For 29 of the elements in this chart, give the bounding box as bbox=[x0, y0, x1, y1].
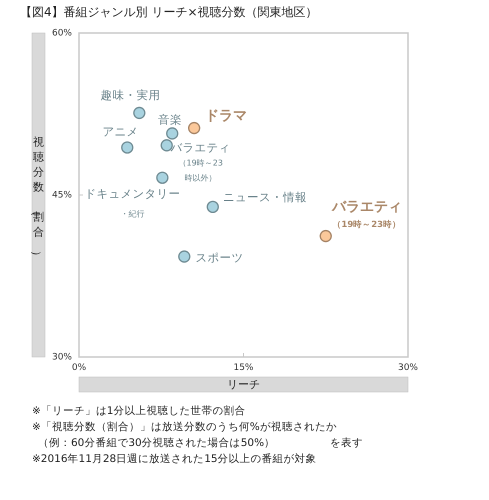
x-axis-title: リーチ bbox=[227, 378, 260, 391]
point bbox=[166, 127, 178, 140]
text: ※「リーチ」は1分以上視聴した世帯の割合 bbox=[32, 404, 246, 417]
annotation: アニメ bbox=[102, 124, 138, 139]
text: （例：60分番組で30分視聴された場合は50%） を表す bbox=[38, 436, 364, 449]
annotation: 音楽 bbox=[158, 112, 182, 127]
point bbox=[320, 230, 332, 242]
annotation: バラエティ（19時～23時） bbox=[330, 198, 402, 230]
chart-title: 【図4】番組ジャンル別 リーチ×視聴分数（関東地区） bbox=[20, 5, 318, 19]
x-tick-label: 15% bbox=[233, 363, 254, 373]
y-tick-label: 45% bbox=[52, 190, 72, 200]
annotation: 趣味・実用 bbox=[100, 88, 160, 102]
x-tick-label: 30% bbox=[398, 363, 418, 373]
annotation: ドキュメンタリー・紀行 bbox=[84, 186, 180, 219]
text: ※「視聴分数（割合）」は放送分数のうち何%が視聴されたか bbox=[32, 420, 337, 433]
annotation: ニュース・情報 bbox=[222, 190, 307, 204]
annotation: スポーツ bbox=[195, 250, 244, 265]
point bbox=[206, 200, 219, 214]
x-tick-label: 0% bbox=[72, 363, 87, 373]
annotation: ドラマ bbox=[205, 108, 248, 124]
point bbox=[121, 141, 134, 154]
y-tick-label: 60% bbox=[52, 28, 72, 38]
annotation: バラエティ（19時～23時以外） bbox=[170, 140, 231, 183]
point bbox=[188, 122, 200, 134]
y-tick-label: 30% bbox=[52, 352, 72, 362]
point bbox=[178, 250, 190, 263]
point bbox=[133, 106, 146, 120]
text: ※2016年11月28日週に放送された15分以上の番組が対象 bbox=[32, 452, 317, 465]
point bbox=[156, 172, 168, 184]
